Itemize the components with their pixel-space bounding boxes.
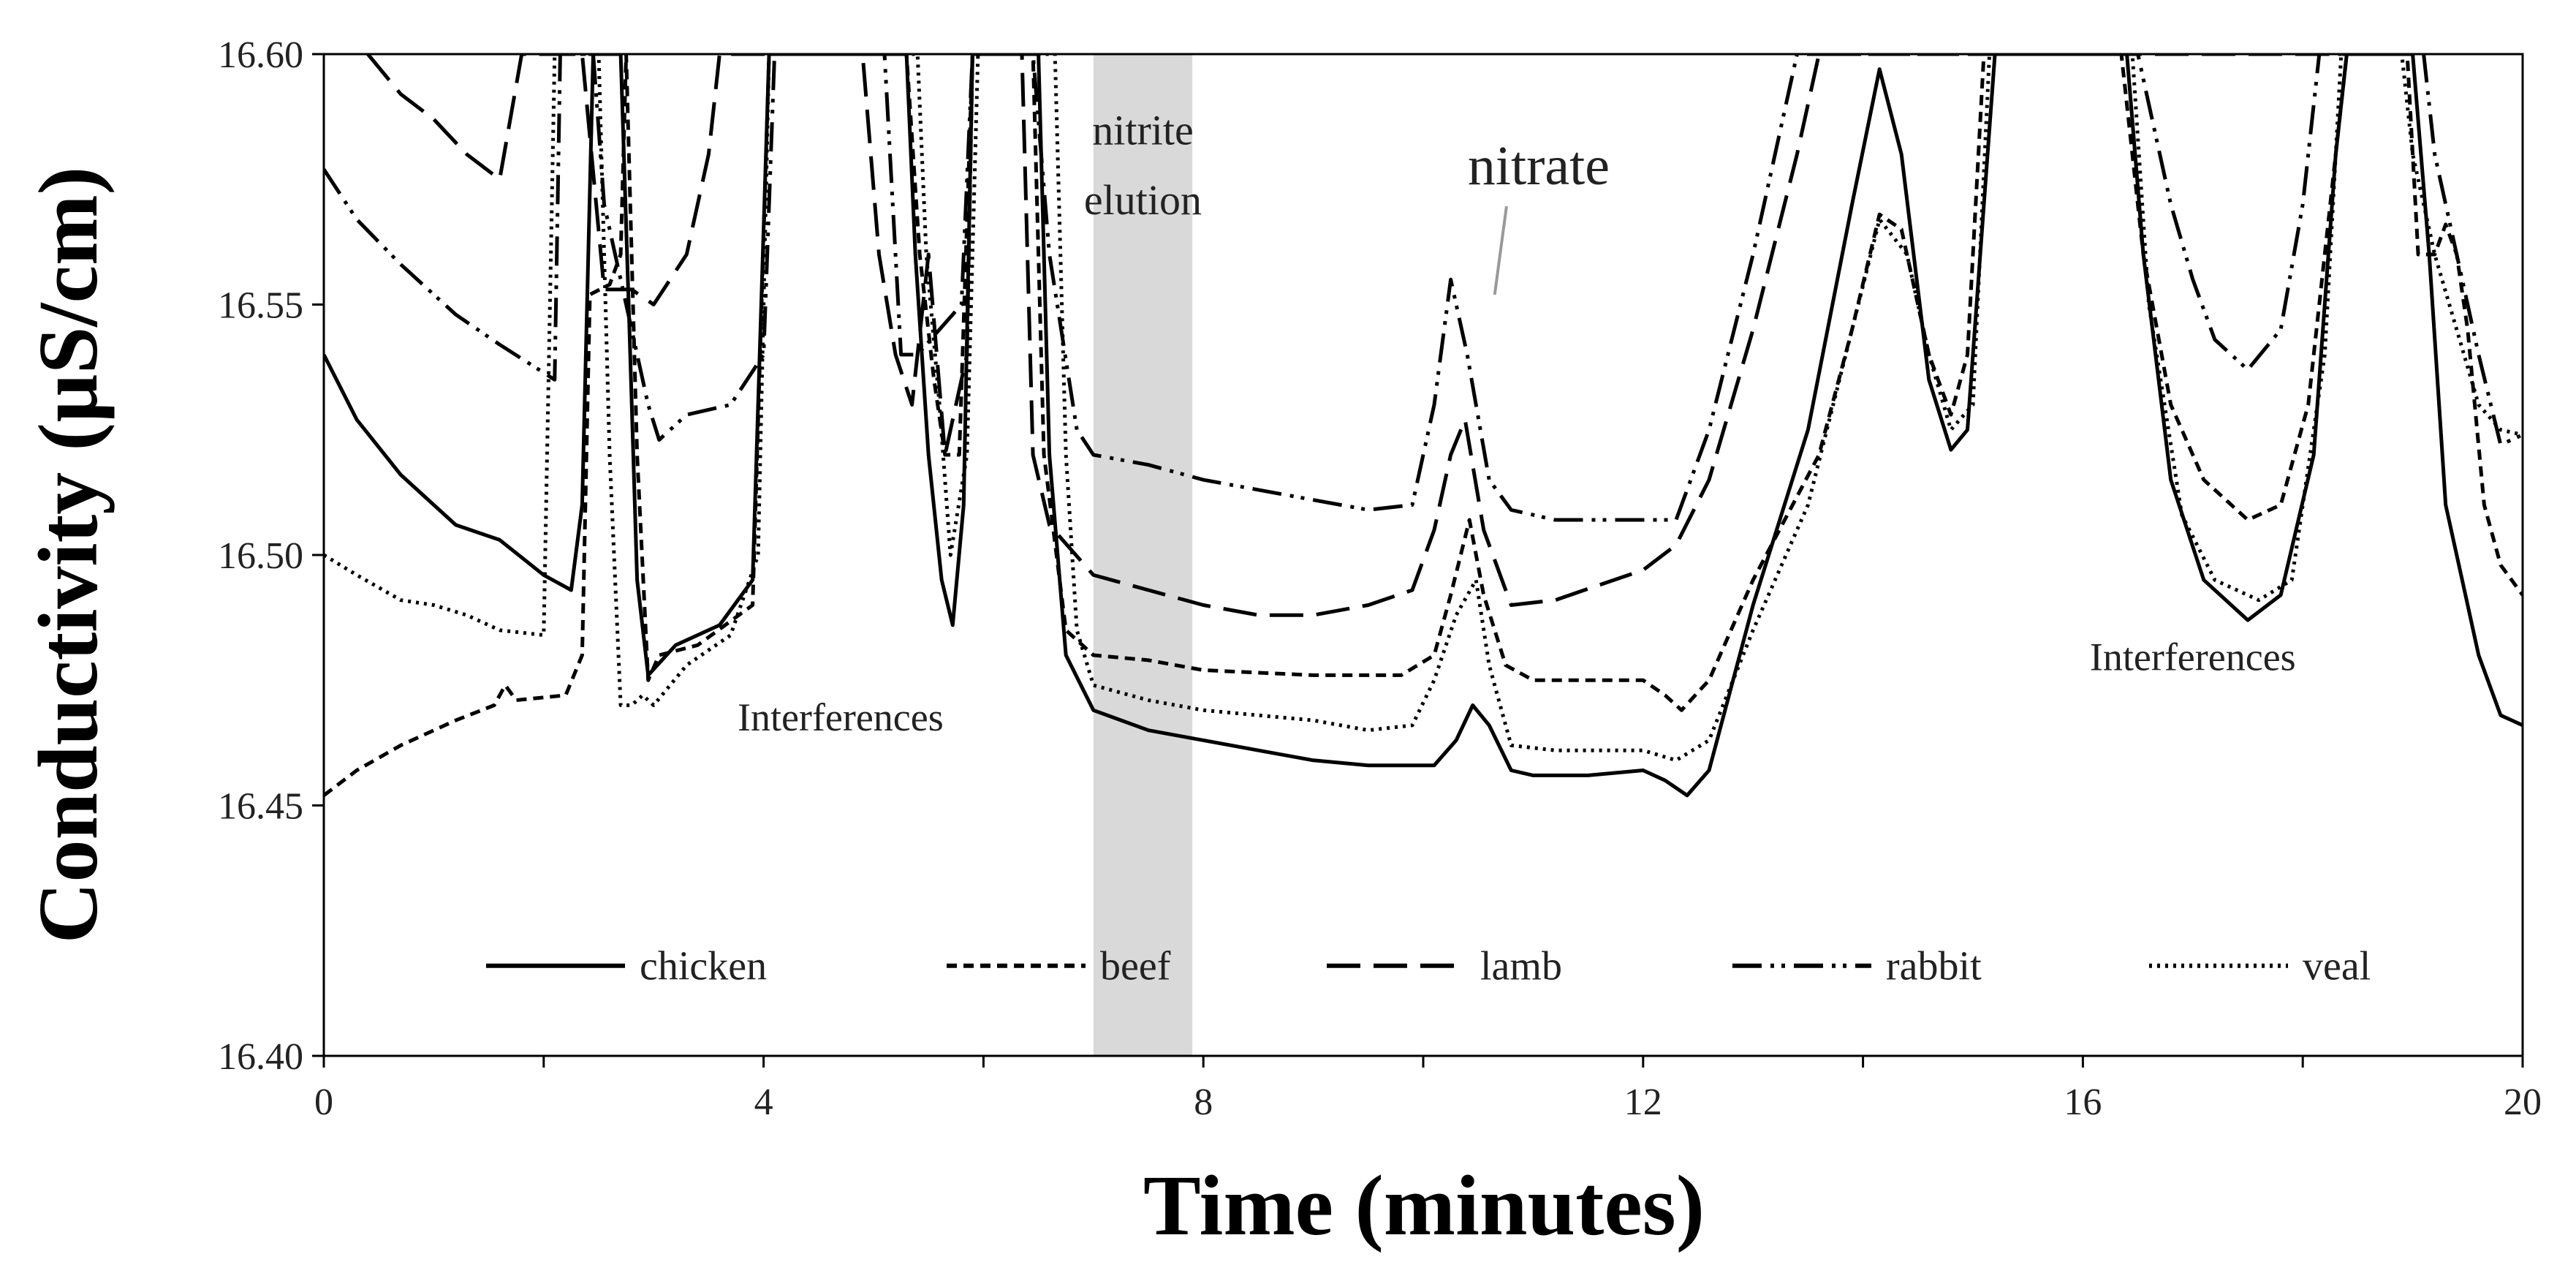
series-line-beef xyxy=(324,54,2523,797)
legend-label-chicken: chicken xyxy=(640,944,767,989)
legend-label-lamb: lamb xyxy=(1480,944,1562,989)
y-tick-label: 16.60 xyxy=(218,34,303,76)
annotations: nitrite elution nitrate Interferences Interf… xyxy=(738,106,2296,739)
axis-ticks: 16.40 16.45 16.50 16.55 16.60 0 4 8 12 16 20 xyxy=(218,34,2542,1123)
annotation-interferences: Interferences xyxy=(738,695,944,739)
series-layer xyxy=(324,54,2523,798)
y-axis-title: Conductivity (µS/cm) xyxy=(22,167,115,943)
legend-label-rabbit: rabbit xyxy=(1886,944,1982,989)
y-tick-label: 16.55 xyxy=(218,285,303,327)
legend-label-beef: beef xyxy=(1100,944,1171,989)
legend: chicken beef lamb rabbit veal xyxy=(486,944,2371,989)
series-line-lamb xyxy=(366,54,2369,617)
x-tick-label: 4 xyxy=(754,1081,773,1123)
y-tick-label: 16.40 xyxy=(218,1036,303,1078)
x-tick-label: 20 xyxy=(2504,1081,2542,1123)
y-tick-label: 16.45 xyxy=(218,786,303,828)
plot-frame xyxy=(322,53,2524,1057)
x-tick-label: 16 xyxy=(2064,1081,2102,1123)
nitrite-elution-band xyxy=(1093,54,1193,1056)
nitrate-pointer-line xyxy=(1493,205,1508,295)
annotation-nitrite: nitrite xyxy=(1092,106,1194,154)
x-tick-label: 0 xyxy=(314,1081,333,1123)
x-tick-label: 8 xyxy=(1194,1081,1213,1123)
annotation-elution: elution xyxy=(1084,176,1202,224)
legend-label-veal: veal xyxy=(2303,944,2371,989)
x-axis-title: Time (minutes) xyxy=(1143,1158,1705,1253)
annotation-nitrate: nitrate xyxy=(1468,135,1610,197)
series-line-veal xyxy=(324,54,2523,763)
annotation-interferences: Interferences xyxy=(2090,635,2296,679)
y-tick-label: 16.50 xyxy=(218,535,303,577)
series-line-chicken xyxy=(324,54,2523,798)
series-line-rabbit xyxy=(324,54,2523,522)
x-tick-label: 12 xyxy=(1624,1081,1662,1123)
